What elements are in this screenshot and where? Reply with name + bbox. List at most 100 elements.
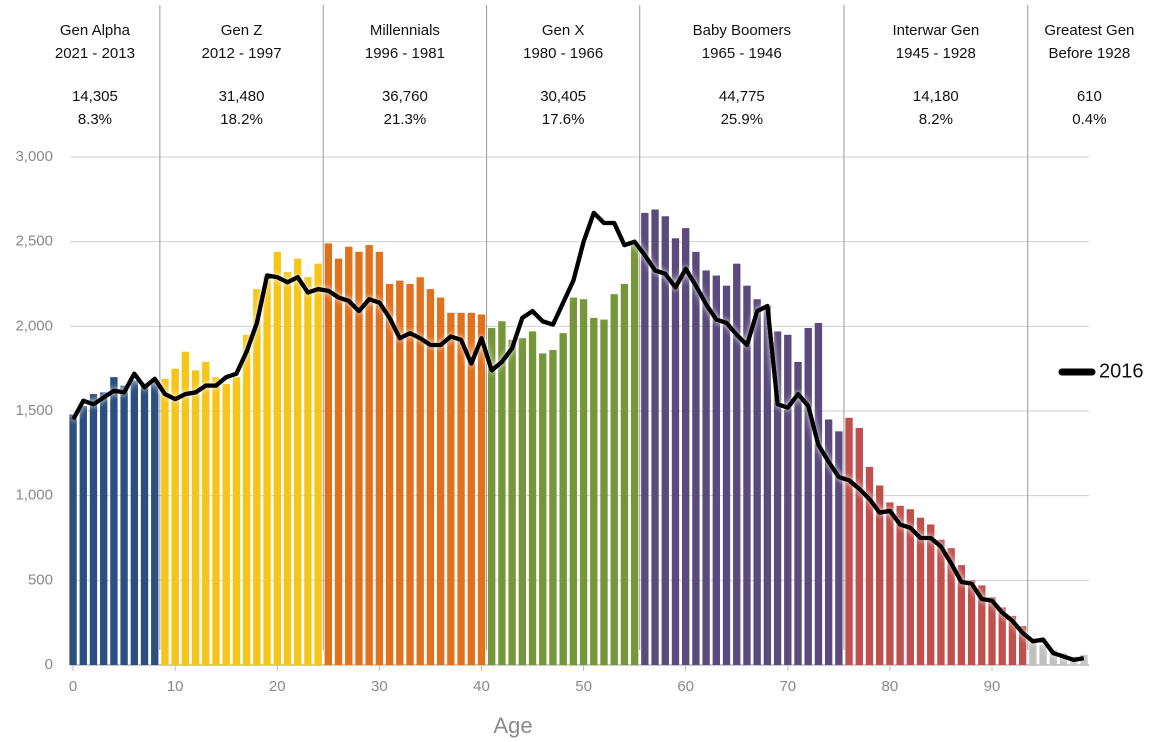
bar: [345, 246, 353, 665]
bar: [406, 284, 414, 665]
bar: [671, 238, 680, 665]
generation-share: 0.4%: [1072, 111, 1106, 128]
generation-name: Interwar Gen: [892, 22, 979, 39]
bar: [253, 289, 261, 665]
x-tick-label: 80: [882, 678, 899, 695]
bar: [1008, 615, 1017, 665]
bar: [334, 258, 343, 665]
bar: [712, 275, 720, 665]
bar: [630, 243, 639, 666]
y-tick-label: 500: [28, 571, 53, 588]
bar: [651, 209, 659, 665]
bar: [528, 331, 537, 665]
bar: [314, 263, 322, 665]
bar: [385, 284, 394, 665]
bar: [457, 312, 465, 665]
bar: [763, 306, 772, 665]
generation-share: 21.3%: [384, 111, 427, 128]
bar: [416, 277, 424, 665]
bar: [824, 419, 833, 665]
bar: [906, 509, 914, 665]
bar: [355, 251, 363, 665]
y-tick-label: 2,500: [15, 233, 53, 250]
bar: [191, 370, 200, 665]
bar: [539, 353, 547, 665]
generation-total: 14,180: [913, 88, 959, 105]
generation-name: Baby Boomers: [693, 22, 791, 39]
bar: [79, 405, 87, 665]
bar: [927, 524, 935, 665]
bar: [784, 334, 792, 665]
bar: [304, 277, 312, 665]
bar: [937, 539, 945, 665]
bar: [242, 334, 251, 665]
bar: [559, 333, 567, 665]
legend-label: 2016: [1099, 360, 1144, 382]
bar: [682, 228, 690, 665]
bar: [855, 427, 863, 665]
bar: [89, 394, 98, 665]
bar: [967, 580, 976, 665]
x-tick-label: 0: [69, 678, 77, 695]
generation-share: 25.9%: [721, 111, 764, 128]
bar: [916, 517, 925, 665]
generation-share: 17.6%: [542, 111, 585, 128]
bar: [865, 466, 874, 665]
bar: [426, 289, 435, 665]
bar: [69, 414, 77, 665]
bar: [579, 299, 588, 665]
bar: [130, 380, 139, 665]
generation-name: Gen Z: [221, 22, 263, 39]
bar: [447, 312, 455, 665]
bar: [161, 378, 169, 665]
bar: [436, 297, 445, 665]
generation-total: 610: [1077, 88, 1102, 105]
bar: [212, 377, 220, 665]
bar: [263, 275, 271, 665]
bar: [396, 280, 404, 665]
bar: [957, 565, 966, 665]
y-tick-label: 0: [45, 656, 53, 673]
bar: [273, 251, 281, 665]
generation-total: 31,480: [219, 88, 265, 105]
generation-share: 18.2%: [220, 111, 263, 128]
generation-name: Greatest Gen: [1044, 22, 1134, 39]
x-tick-label: 50: [575, 678, 592, 695]
x-tick-label: 20: [269, 678, 286, 695]
bar: [488, 328, 496, 665]
generation-years: 1965 - 1946: [702, 45, 782, 62]
generation-total: 44,775: [719, 88, 765, 105]
bar: [978, 585, 986, 665]
bar: [222, 383, 230, 665]
bar: [814, 322, 823, 665]
generation-name: Millennials: [370, 22, 440, 39]
bar: [998, 607, 1006, 665]
bar: [1018, 626, 1027, 665]
bar: [692, 251, 700, 665]
bar: [947, 548, 955, 665]
generation-years: 1996 - 1981: [365, 45, 445, 62]
bar: [100, 392, 108, 665]
bar: [1059, 653, 1068, 665]
bar: [804, 328, 812, 665]
bar: [794, 361, 802, 665]
bar: [1049, 649, 1057, 665]
bar: [610, 294, 618, 665]
bar: [467, 312, 475, 665]
x-tick-label: 40: [473, 678, 490, 695]
generation-years: 1945 - 1928: [896, 45, 976, 62]
bar: [886, 502, 894, 665]
bar: [120, 385, 128, 665]
bar: [1029, 637, 1037, 665]
bar: [1039, 644, 1047, 665]
bar: [498, 321, 506, 665]
generation-years: 2021 - 2013: [55, 45, 135, 62]
x-tick-label: 90: [984, 678, 1001, 695]
line-series: [71, 210, 1085, 663]
bar: [753, 299, 761, 665]
bar: [181, 351, 190, 665]
generation-share: 8.2%: [919, 111, 953, 128]
bar: [477, 314, 486, 665]
bar: [845, 417, 853, 665]
